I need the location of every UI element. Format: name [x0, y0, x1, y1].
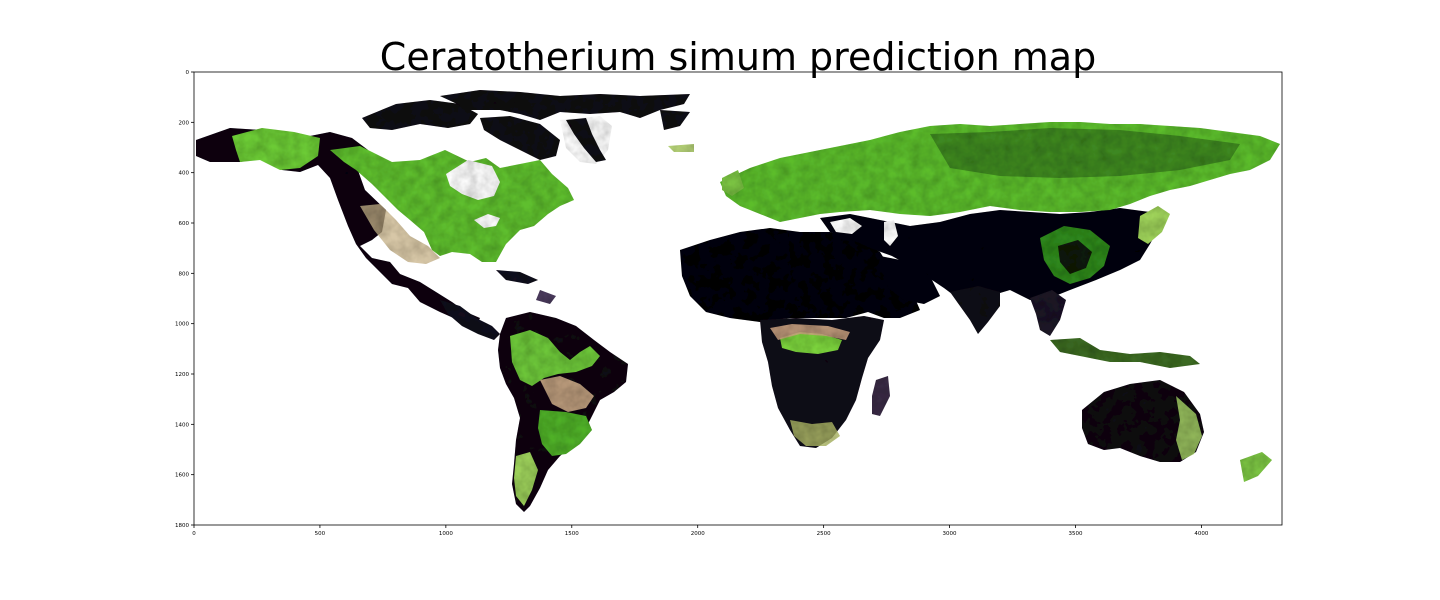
map-axes: 0 500 1000 1500 2000 2500 3000 3500 4000 0 200 400…	[175, 70, 1283, 537]
australia-east-suitable-band	[1176, 396, 1202, 460]
map-raster	[196, 90, 1280, 512]
y-tick-label: 1000	[175, 322, 189, 328]
southern-africa-band	[790, 420, 840, 446]
y-tick-label: 1600	[175, 473, 189, 479]
congo-suitable-belt	[780, 332, 842, 354]
y-tick-label: 400	[179, 171, 190, 177]
north-america-eastern-forest-region	[330, 146, 574, 262]
y-tick-label: 800	[179, 271, 190, 277]
north-america-transition-band	[360, 204, 440, 264]
y-axis-ticks: 0 200 400 600 800 1000 1200 1400 1600 1800	[175, 70, 194, 529]
y-tick-label: 1200	[175, 372, 189, 378]
y-tick-label: 200	[179, 120, 190, 126]
caspian-water	[884, 220, 898, 246]
tasmania-newzealand	[1240, 452, 1272, 482]
x-tick-label: 500	[315, 531, 326, 537]
arctic-islands	[362, 90, 694, 164]
north-america-landmass	[196, 128, 574, 326]
southeast-asia-region	[1030, 290, 1066, 336]
australia-interior-region	[1082, 380, 1204, 462]
africa-landmass	[680, 228, 920, 448]
axes-frame	[193, 71, 1283, 526]
y-tick-label: 600	[179, 221, 190, 227]
x-tick-label: 1000	[439, 531, 453, 537]
north-america-alaska-region	[232, 128, 320, 170]
x-tick-label: 0	[192, 531, 196, 537]
sahara-region	[680, 228, 920, 322]
southeast-asia-islands	[1050, 338, 1200, 368]
eurasia-landmass	[720, 122, 1280, 368]
y-tick-label: 1400	[175, 422, 189, 428]
india-region	[950, 286, 1000, 334]
congo-transition-band	[770, 324, 850, 340]
amazon-suitable-region	[510, 330, 600, 386]
x-axis-ticks: 0 500 1000 1500 2000 2500 3000 3500 4000	[192, 525, 1209, 537]
x-tick-label: 1500	[565, 531, 579, 537]
central-america	[440, 270, 556, 340]
madagascar	[872, 376, 890, 416]
australia-landmass	[1082, 380, 1272, 482]
japan-region	[1138, 206, 1170, 244]
x-tick-label: 3000	[943, 531, 957, 537]
siberia-mixed-band	[930, 128, 1240, 178]
hudson-bay-water	[446, 160, 500, 200]
east-china-core	[1058, 240, 1092, 274]
patagonia-region	[514, 452, 538, 506]
x-tick-label: 3500	[1068, 531, 1082, 537]
ireland-uk-region	[722, 170, 744, 196]
x-tick-label: 4000	[1194, 531, 1208, 537]
south-america-inner-band	[540, 376, 594, 412]
x-tick-label: 2500	[817, 531, 831, 537]
south-america-southeast-region	[538, 410, 592, 456]
y-tick-label: 0	[186, 70, 190, 76]
south-america-landmass	[498, 312, 628, 512]
great-lakes-water	[474, 214, 500, 228]
y-tick-label: 1800	[175, 523, 189, 529]
black-caspian-water	[830, 218, 862, 234]
arabian-region	[880, 256, 940, 304]
x-tick-label: 2000	[691, 531, 705, 537]
